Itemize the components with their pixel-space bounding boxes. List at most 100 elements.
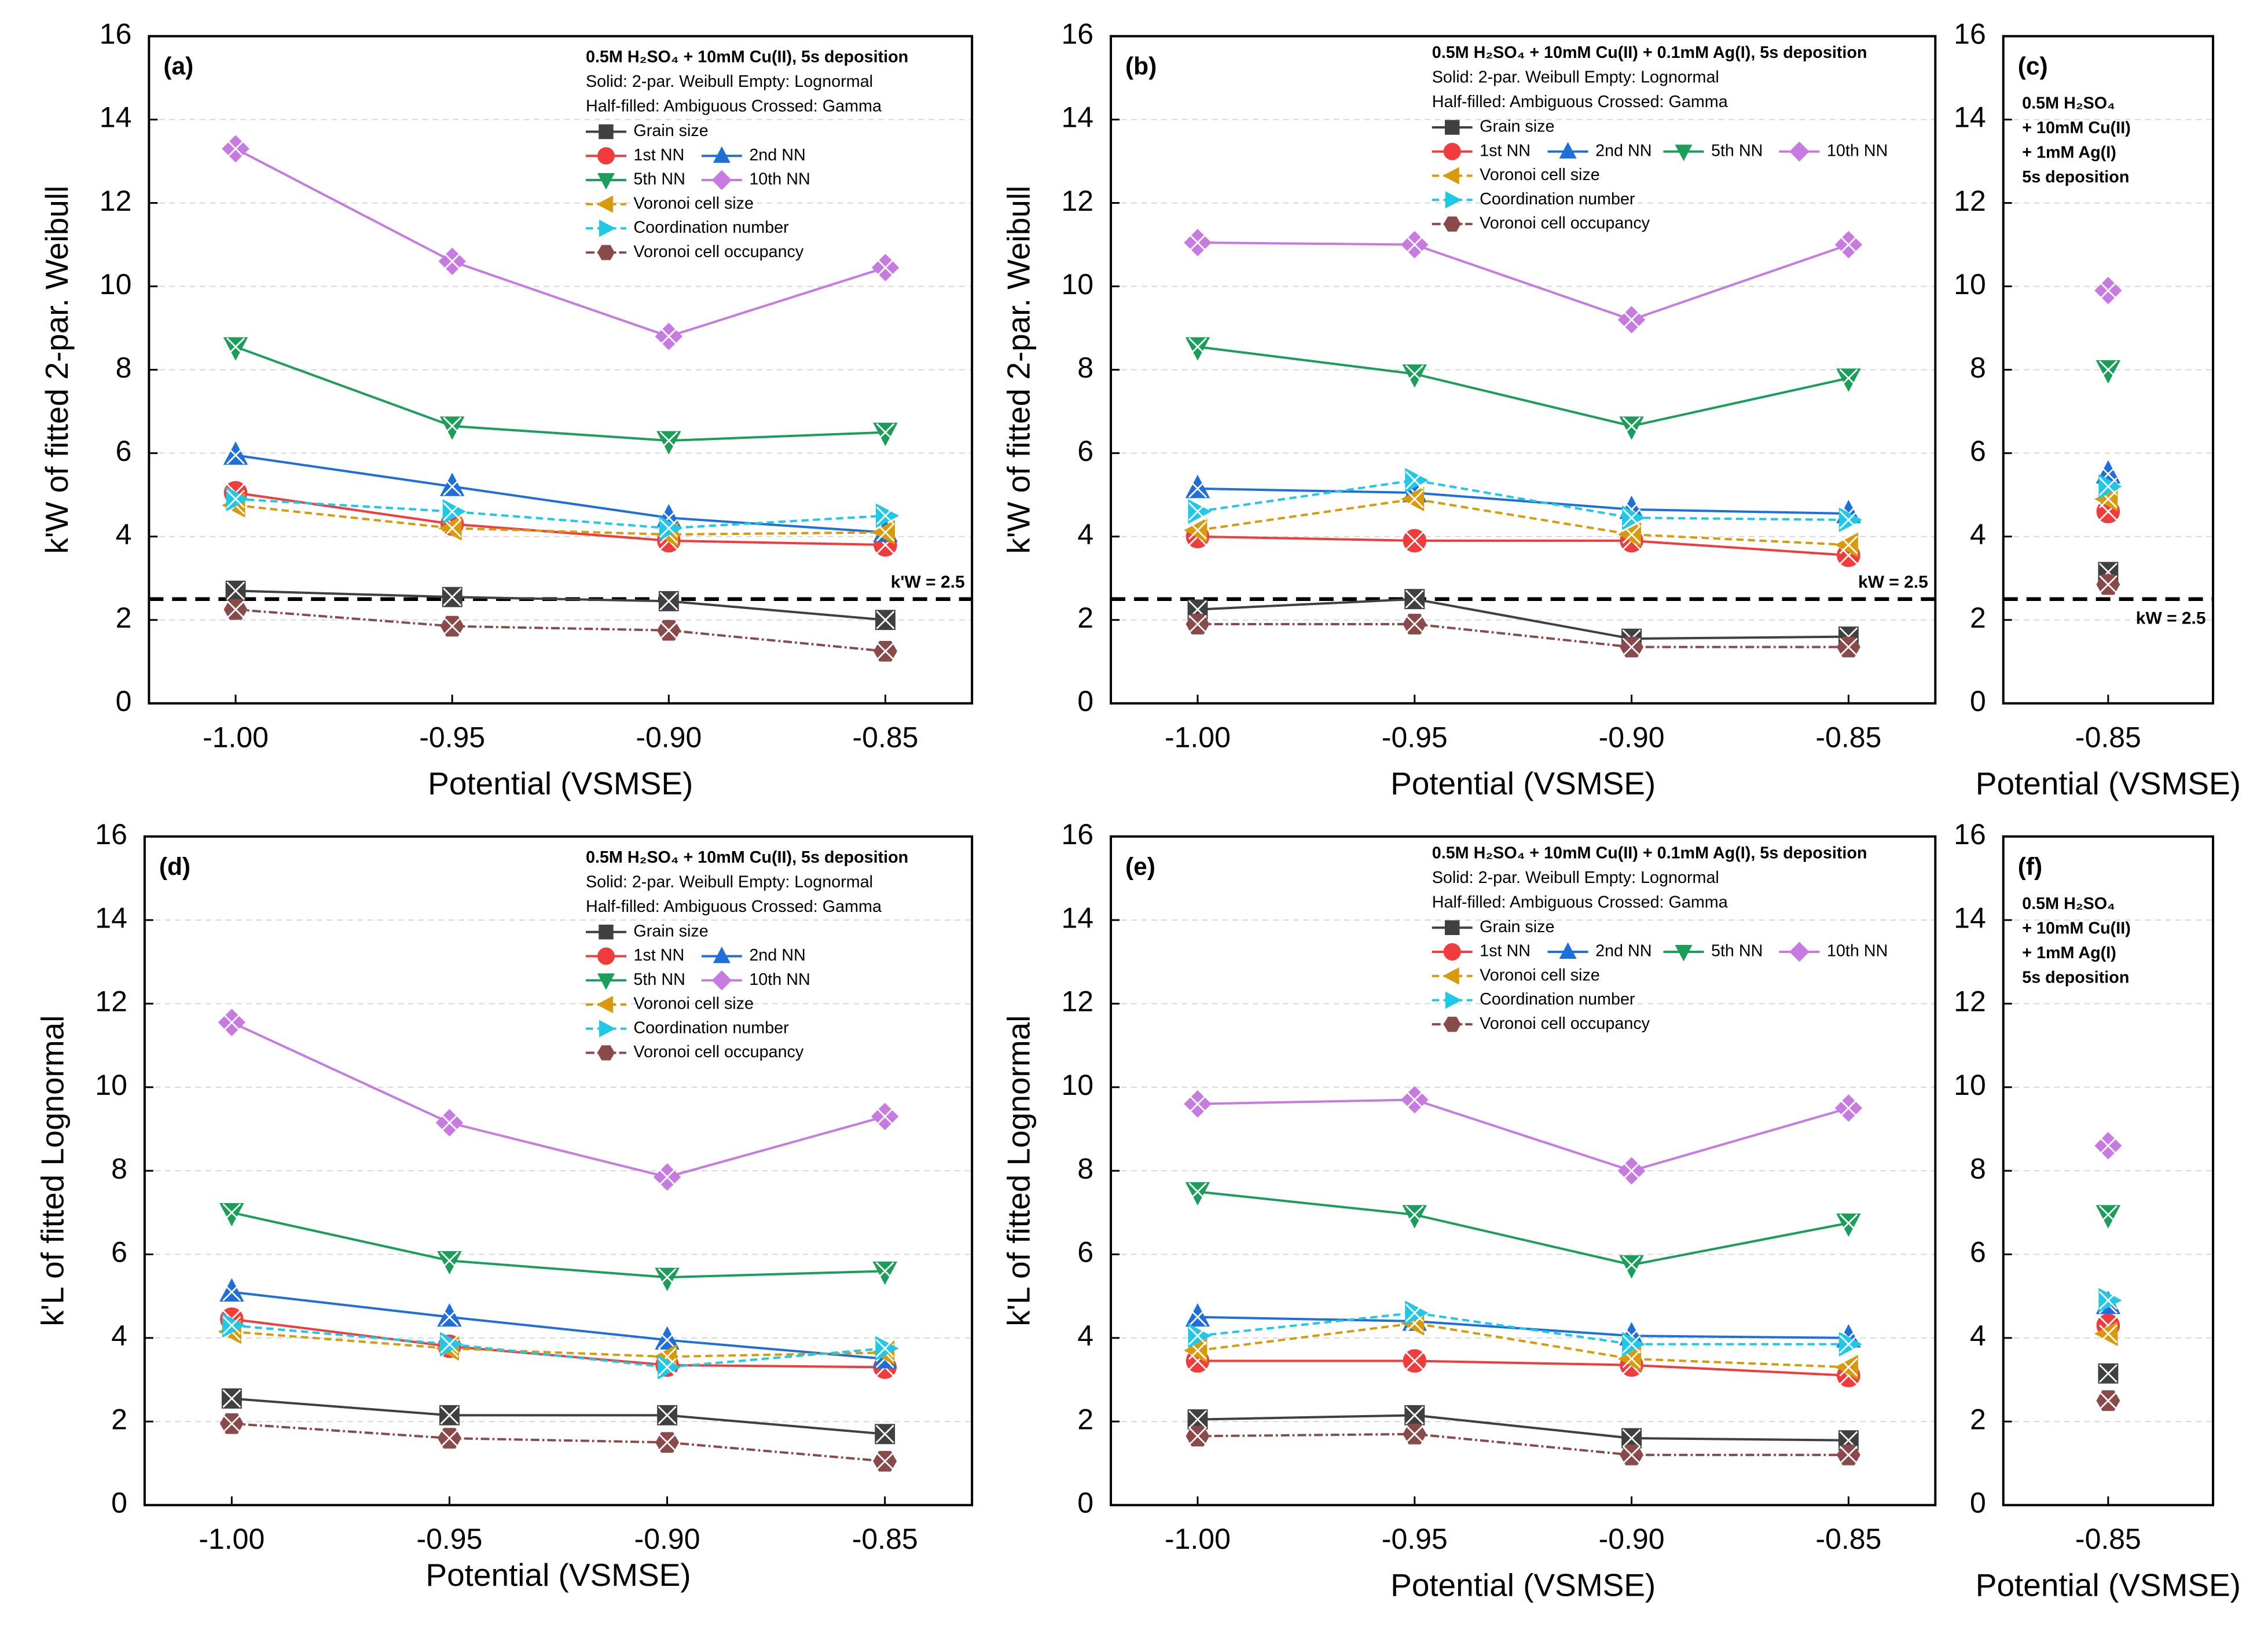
point-cross [1405, 1351, 1424, 1370]
legend-marker [599, 219, 616, 237]
x-tick-label: -1.00 [1165, 721, 1231, 753]
annotation: 0.5M H₂SO₄ + 10mM Cu(II), 5s deposition [586, 848, 908, 867]
series-line [1197, 1432, 1849, 1456]
point-cross [443, 477, 462, 496]
point-cross [875, 1452, 894, 1471]
y-tick-label: 4 [1970, 1320, 1986, 1352]
point-cross [440, 1429, 459, 1448]
x-axis-label: Potential (VSMSE) [425, 1557, 691, 1593]
y-tick-label: 12 [100, 185, 132, 217]
annotation: 0.5M H₂SO₄ + 10mM Cu(II) + 0.1mM Ag(I), … [1432, 844, 1867, 862]
point-cross [1188, 1307, 1207, 1326]
data-point [1836, 1213, 1861, 1237]
x-tick-label: -0.90 [636, 721, 702, 753]
y-tick-label: 12 [1954, 185, 1986, 217]
point-cross [226, 338, 245, 356]
legend-label: Grain size [1480, 918, 1554, 936]
data-point [223, 441, 248, 465]
y-tick-label: 2 [1970, 602, 1986, 634]
point-cross [1405, 364, 1424, 383]
y-tick-label: 4 [1970, 518, 1986, 551]
x-axis-label: Potential (VSMSE) [1976, 765, 2241, 801]
legend-marker [599, 924, 614, 940]
point-cross [222, 1316, 241, 1335]
point-cross [2098, 1136, 2117, 1155]
legend-marker [597, 173, 615, 190]
point-cross [222, 1013, 241, 1032]
point-cross [222, 1203, 241, 1222]
data-point [219, 1203, 244, 1227]
legend-marker [711, 970, 732, 991]
legend-label: 10th NN [749, 170, 810, 189]
point-cross [1188, 502, 1207, 521]
point-cross [1405, 489, 1424, 508]
point-cross [876, 506, 895, 525]
x-tick-label: -0.95 [419, 721, 485, 753]
data-point [1185, 1182, 1210, 1206]
series-line [1197, 622, 1849, 648]
y-tick-label: 10 [1954, 268, 1986, 300]
y-axis-label: k'L of fitted Lognormal [34, 1016, 70, 1326]
point-cross [2098, 360, 2117, 379]
legend-marker [711, 170, 732, 190]
series-line [232, 1331, 885, 1358]
x-axis-label: Potential (VSMSE) [1976, 1567, 2241, 1603]
data-point [1834, 1355, 1858, 1380]
annotation: Solid: 2-par. Weibull Empty: Lognormal [586, 72, 873, 91]
legend-marker [1443, 1017, 1461, 1032]
data-point [439, 1332, 464, 1357]
point-cross [226, 600, 245, 619]
point-cross [2098, 1324, 2117, 1343]
point-cross [443, 502, 462, 521]
point-cross [1622, 1429, 1641, 1448]
point-cross [659, 431, 678, 450]
legend-label: 2nd NN [749, 946, 805, 965]
data-point [875, 1336, 899, 1361]
point-cross [1188, 338, 1207, 356]
legend-label: Grain size [633, 122, 708, 140]
data-point [223, 337, 248, 361]
point-cross [1839, 510, 1858, 529]
annotation: Solid: 2-par. Weibull Empty: Lognormal [1432, 868, 1719, 887]
y-tick-label: 2 [1077, 1403, 1093, 1435]
legend-marker [596, 195, 613, 213]
point-cross [1405, 471, 1424, 490]
data-point [1617, 1346, 1642, 1372]
x-tick-label: -0.95 [1382, 1523, 1448, 1555]
point-cross [443, 416, 462, 435]
data-point [659, 516, 683, 541]
legend-marker [1443, 167, 1459, 185]
legend-label: 5th NN [633, 170, 685, 189]
panel-label: (a) [163, 53, 193, 80]
data-point [1405, 1300, 1429, 1325]
legend-marker [713, 146, 731, 163]
data-point [1619, 1255, 1644, 1279]
series-line [1197, 479, 1849, 521]
reference-label: kW = 2.5 [2136, 609, 2206, 628]
point-cross [1188, 521, 1207, 540]
point-cross [1839, 235, 1858, 254]
legend-marker [1443, 142, 1461, 160]
legend-label: Voronoi cell occupancy [1480, 1014, 1650, 1033]
legend-marker [1675, 144, 1693, 162]
plot-frame [2002, 35, 2215, 705]
annotation: Half-filled: Ambiguous Crossed: Gamma [586, 97, 882, 116]
point-cross [440, 1113, 459, 1132]
point-cross [2098, 1391, 2117, 1410]
annotation: 5s deposition [2022, 168, 2129, 186]
data-point [438, 516, 462, 541]
series-line [1197, 497, 1849, 547]
legend-marker [597, 245, 615, 261]
y-tick-label: 4 [1077, 1320, 1093, 1352]
point-cross [440, 1307, 459, 1326]
data-point [219, 1278, 244, 1302]
point-cross [443, 617, 462, 636]
point-cross [658, 1406, 677, 1425]
data-point [442, 499, 467, 524]
legend-marker [599, 1020, 616, 1038]
series-line [232, 1291, 885, 1360]
y-tick-label: 8 [1970, 351, 1986, 384]
y-tick-label: 6 [1077, 435, 1093, 467]
point-cross [2098, 477, 2117, 496]
point-cross [1622, 1335, 1641, 1354]
